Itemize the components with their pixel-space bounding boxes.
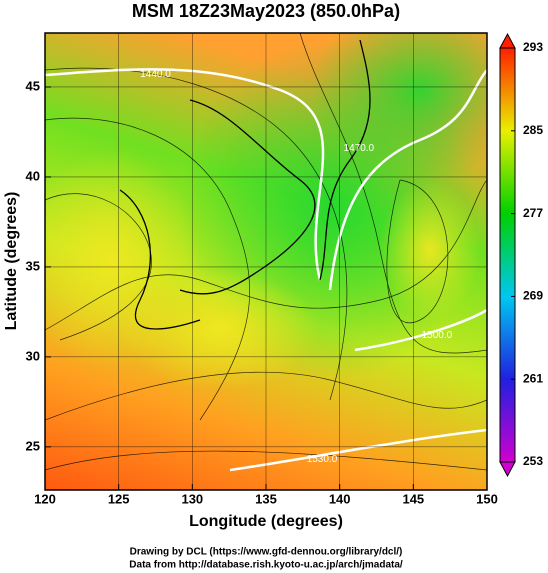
y-tick-label: 30 — [26, 348, 40, 363]
chart-title: MSM 18Z23May2023 (850.0hPa) — [132, 1, 400, 21]
colorbar-tick-label: 285 — [523, 123, 543, 137]
contour-label: 1470.0 — [344, 143, 375, 154]
footer-line: Data from http://database.rish.kyoto-u.a… — [129, 560, 403, 571]
contour-label: 1530.0 — [307, 454, 338, 465]
contour-label: 1500.0 — [422, 330, 453, 341]
x-tick-label: 125 — [108, 491, 130, 506]
y-axis-label: Latitude (degrees) — [3, 192, 20, 331]
x-tick-label: 120 — [34, 491, 56, 506]
y-tick-label: 25 — [26, 438, 40, 453]
x-tick-label: 140 — [329, 491, 351, 506]
colorbar-tick-label: 293 — [523, 40, 543, 54]
colorbar-arrow-top — [499, 32, 516, 49]
colorbar-tick-label: 277 — [523, 206, 543, 220]
x-tick-label: 130 — [181, 491, 203, 506]
colorbar-tick-label: 269 — [523, 289, 543, 303]
footer-line: Drawing by DCL (https://www.gfd-dennou.o… — [130, 547, 403, 558]
x-tick-label: 135 — [255, 491, 277, 506]
colorbar-tick-label: 253 — [523, 454, 543, 468]
y-tick-label: 35 — [26, 258, 40, 273]
x-tick-label: 145 — [402, 491, 424, 506]
contour-label: 1440.0 — [140, 69, 171, 80]
colorbar-tick-label: 261 — [523, 371, 543, 385]
x-tick-label: 150 — [476, 491, 498, 506]
colorbar — [499, 47, 516, 463]
colorbar-arrow-bottom — [499, 461, 516, 478]
field — [45, 33, 487, 490]
x-axis-label: Longitude (degrees) — [189, 513, 343, 530]
y-tick-label: 45 — [26, 78, 40, 93]
y-tick-label: 40 — [26, 168, 40, 183]
